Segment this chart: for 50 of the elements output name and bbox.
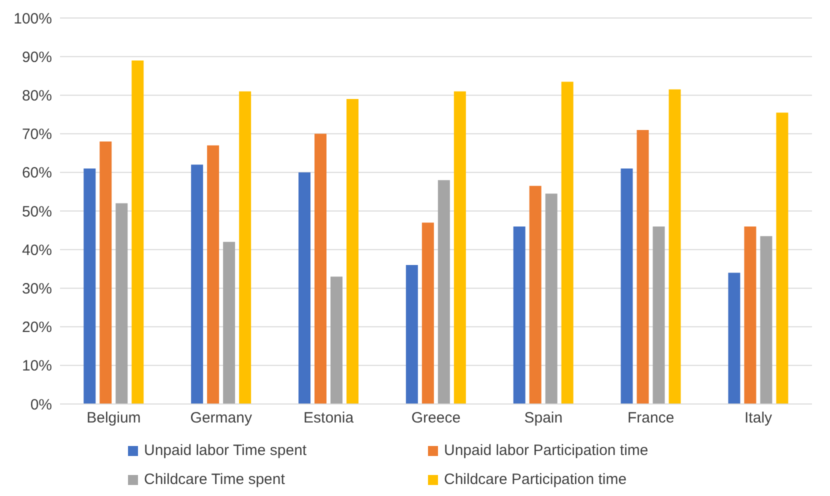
y-tick-label: 60% [22,164,52,182]
bar [620,168,633,404]
x-tick-label: Estonia [304,410,354,427]
bar [239,91,252,404]
bar [422,222,434,404]
y-tick-label: 90% [22,48,52,66]
bar [513,226,526,404]
x-tick-label: Belgium [86,410,141,427]
y-tick-label: 70% [22,126,52,144]
y-tick-label: 50% [22,203,52,220]
legend-label: Unpaid labor Participation time [443,442,650,459]
y-tick-label: 0% [30,396,52,414]
bar [298,172,310,404]
bar [636,130,649,404]
y-tick-label: 100% [14,10,52,28]
bar [314,134,326,404]
bar [529,186,542,404]
y-tick-label: 40% [22,242,52,259]
legend-label: Childcare Participation time [443,471,628,488]
x-tick-label: Spain [524,410,563,427]
bar [438,180,450,404]
bar [776,112,788,404]
legend-label: Childcare Time spent [143,471,286,488]
bar [346,99,358,404]
y-tick-label: 20% [22,319,52,336]
y-tick-label: 80% [22,88,52,105]
bar [652,226,665,404]
bar [406,265,418,404]
bar [191,164,204,404]
bar [561,82,574,404]
bar [223,242,236,404]
bar [207,145,220,404]
legend-label: Unpaid labor Time spent [143,442,308,459]
bar [545,194,558,404]
x-tick-label: France [628,410,674,427]
bar [116,203,128,404]
y-tick-label: 30% [22,280,52,298]
bar [744,226,756,404]
bar [330,276,342,404]
x-tick-label: Greece [411,410,461,427]
x-tick-label: Germany [190,410,252,427]
x-tick-label: Italy [744,410,773,427]
y-tick-label: 10% [22,358,52,375]
bar [132,60,144,404]
bar [454,91,466,404]
bar [728,272,740,404]
bar [760,236,772,404]
bar [668,89,681,404]
bar [84,168,96,404]
bar [100,142,112,404]
